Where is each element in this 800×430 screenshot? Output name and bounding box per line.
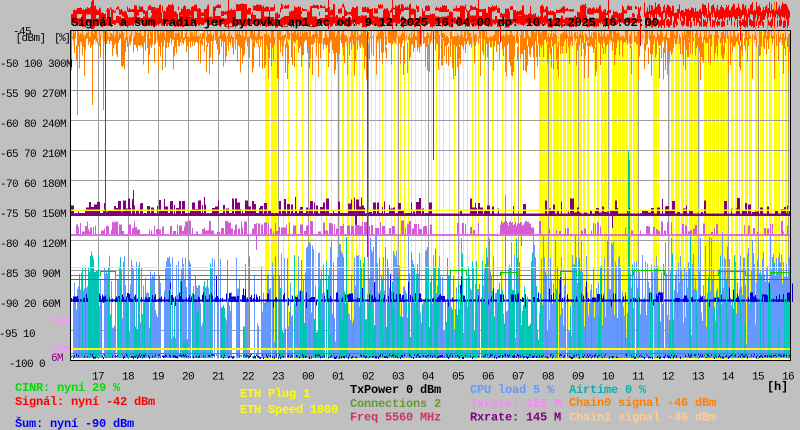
svg-text:[dBm]: [dBm] (16, 33, 46, 45)
svg-text:12: 12 (662, 372, 674, 384)
svg-text:Connections 2: Connections 2 (350, 397, 441, 411)
svg-text:22: 22 (242, 372, 254, 384)
svg-text:14: 14 (722, 372, 735, 384)
svg-text:03: 03 (392, 372, 404, 384)
svg-text:CINR: nyní 29 %: CINR: nyní 29 % (15, 381, 121, 395)
svg-text:Chain1 signal -46 dBm: Chain1 signal -46 dBm (569, 411, 716, 425)
svg-text:05: 05 (452, 372, 464, 384)
svg-text:CPU load 5 %: CPU load 5 % (470, 383, 555, 397)
svg-text:TxPower 0 dBm: TxPower 0 dBm (350, 383, 441, 397)
svg-text:Šum: nyní -90 dBm: Šum: nyní -90 dBm (15, 416, 134, 430)
svg-text:-95 10: -95 10 (0, 329, 35, 341)
svg-text:08: 08 (542, 372, 554, 384)
svg-text:Rxrate: 145 M: Rxrate: 145 M (470, 411, 561, 425)
svg-text:19: 19 (152, 372, 164, 384)
svg-text:-65 70 210M: -65 70 210M (0, 149, 66, 161)
svg-text:ETH Speed 1000: ETH Speed 1000 (240, 403, 338, 417)
svg-text:09: 09 (572, 372, 584, 384)
svg-text:23: 23 (272, 372, 284, 384)
svg-text:13: 13 (692, 372, 704, 384)
svg-text:13M: 13M (51, 345, 69, 357)
svg-text:39M: 39M (51, 317, 69, 329)
svg-text:6M: 6M (51, 353, 63, 365)
svg-text:17: 17 (92, 372, 104, 384)
svg-text:-60 80 240M: -60 80 240M (0, 119, 66, 131)
svg-text:-55 90 270M: -55 90 270M (0, 89, 66, 101)
svg-text:-90 20 60M: -90 20 60M (0, 299, 60, 311)
svg-text:-100 0: -100 0 (9, 359, 45, 371)
svg-text:Airtime 0 %: Airtime 0 % (569, 383, 647, 397)
svg-text:Chain0 signal -46 dBm: Chain0 signal -46 dBm (569, 396, 716, 410)
svg-text:Txrate: 125 M: Txrate: 125 M (470, 397, 561, 411)
svg-text:18: 18 (122, 372, 134, 384)
svg-text:06: 06 (482, 372, 494, 384)
svg-text:-50 100 300M: -50 100 300M (0, 59, 72, 71)
svg-text:-85 30 90M: -85 30 90M (0, 269, 60, 281)
svg-text:00: 00 (302, 372, 314, 384)
svg-text:Signál: nyní -42 dBm: Signál: nyní -42 dBm (15, 395, 155, 409)
svg-text:-75 50 150M: -75 50 150M (0, 209, 66, 221)
svg-text:Freq 5560 MHz: Freq 5560 MHz (350, 411, 441, 425)
svg-text:[%]: [%] (54, 33, 70, 45)
svg-text:-70 60 180M: -70 60 180M (0, 179, 66, 191)
svg-text:02: 02 (362, 372, 374, 384)
svg-text:01: 01 (332, 372, 345, 384)
svg-text:11: 11 (632, 372, 645, 384)
svg-text:Signál a šum radia jer_bytovka: Signál a šum radia jer_bytovka_ap1_ac od… (71, 16, 658, 30)
svg-text:15: 15 (752, 372, 764, 384)
svg-text:10: 10 (602, 372, 614, 384)
svg-text:16: 16 (782, 372, 794, 384)
svg-text:07: 07 (512, 372, 524, 384)
svg-text:20: 20 (182, 372, 194, 384)
svg-text:04: 04 (422, 372, 435, 384)
svg-text:-80 40 120M: -80 40 120M (0, 239, 66, 251)
svg-text:ETH Plug 1: ETH Plug 1 (240, 387, 310, 401)
svg-text:-45: -45 (13, 27, 31, 39)
svg-text:[h]: [h] (767, 380, 788, 394)
svg-text:21: 21 (212, 372, 225, 384)
